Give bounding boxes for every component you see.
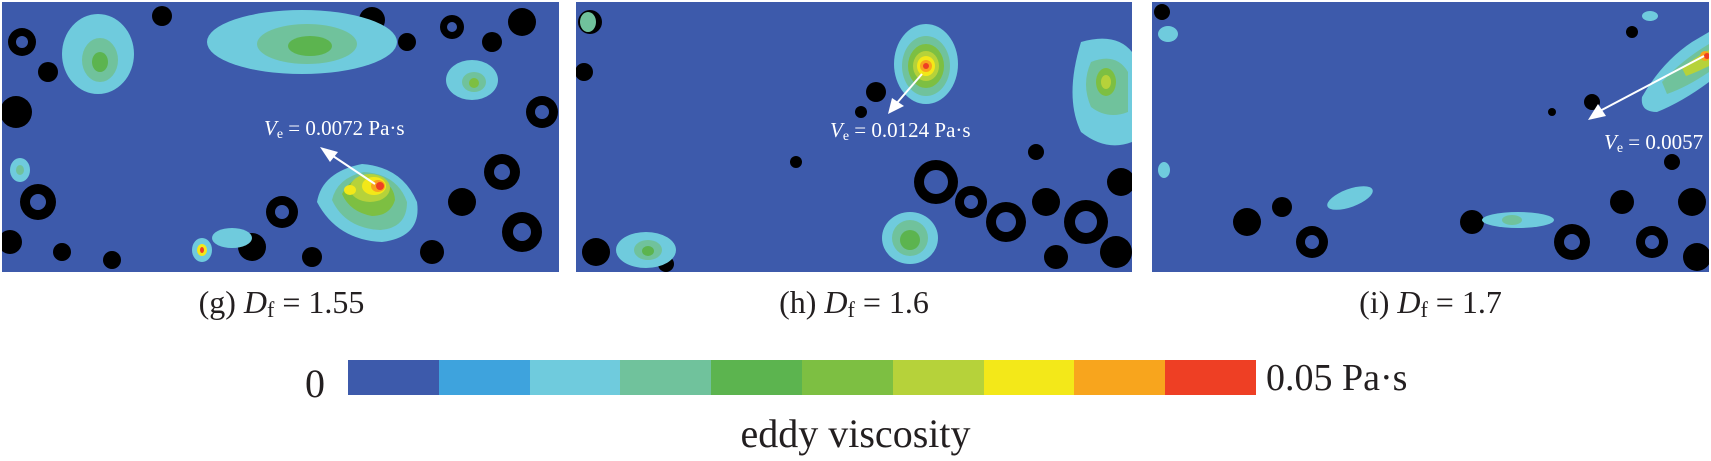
eddy-blob-large-top <box>207 10 397 74</box>
eddy-blob-small <box>10 158 252 262</box>
caption-i: (i) Df = 1.7 <box>1359 284 1502 322</box>
eddy-blob-left <box>62 14 134 94</box>
contour-panel-g: Ve = 0.0072 Pa·s <box>2 2 559 272</box>
eddy-blob-bottom <box>580 12 938 268</box>
colorbar-title: eddy viscosity <box>740 411 971 456</box>
eddy-blob-peak <box>317 164 418 242</box>
eddy-blob-small <box>1158 11 1658 228</box>
annotation-arrow-h <box>895 73 923 105</box>
colorbar-swatch-8 <box>1074 360 1166 395</box>
annotation-h: Ve = 0.0124 Pa·s <box>830 118 971 144</box>
eddy-blob-peak <box>894 24 958 104</box>
eddy-blob-right <box>1072 38 1132 146</box>
colorbar-swatch-2 <box>529 360 621 395</box>
colorbar-swatch-7 <box>983 360 1075 395</box>
caption-h: (h) Df = 1.6 <box>779 284 929 322</box>
colorbar-swatch-4 <box>711 360 802 395</box>
colorbar-swatch-5 <box>801 360 893 395</box>
contour-panel-h: Ve = 0.0124 Pa·s <box>576 2 1132 272</box>
colorbar-swatch-1 <box>438 360 530 395</box>
annotation-i: Ve = 0.0057 <box>1604 130 1704 156</box>
annotation-arrow-i <box>1597 55 1705 113</box>
colorbar-swatch-9 <box>1165 360 1256 395</box>
caption-g: (g) Df = 1.55 <box>198 284 365 322</box>
annotation-g: Ve = 0.0072 Pa·s <box>264 116 405 142</box>
eddy-blob-right <box>446 60 498 100</box>
colorbar-max-label: 0.05 Pa·s <box>1266 357 1408 399</box>
contour-plot-i <box>1152 2 1709 272</box>
contour-plot-h <box>576 2 1132 272</box>
annotation-arrow-g <box>329 153 376 185</box>
colorbar-swatch-3 <box>620 360 712 395</box>
colorbar-min-label: 0 <box>305 361 325 406</box>
colorbar <box>348 360 1256 395</box>
colorbar-swatch-6 <box>892 360 984 395</box>
colorbar-swatch-0 <box>348 360 439 395</box>
contour-plot-g <box>2 2 559 272</box>
contour-panel-i: Ve = 0.0057 <box>1152 2 1709 272</box>
